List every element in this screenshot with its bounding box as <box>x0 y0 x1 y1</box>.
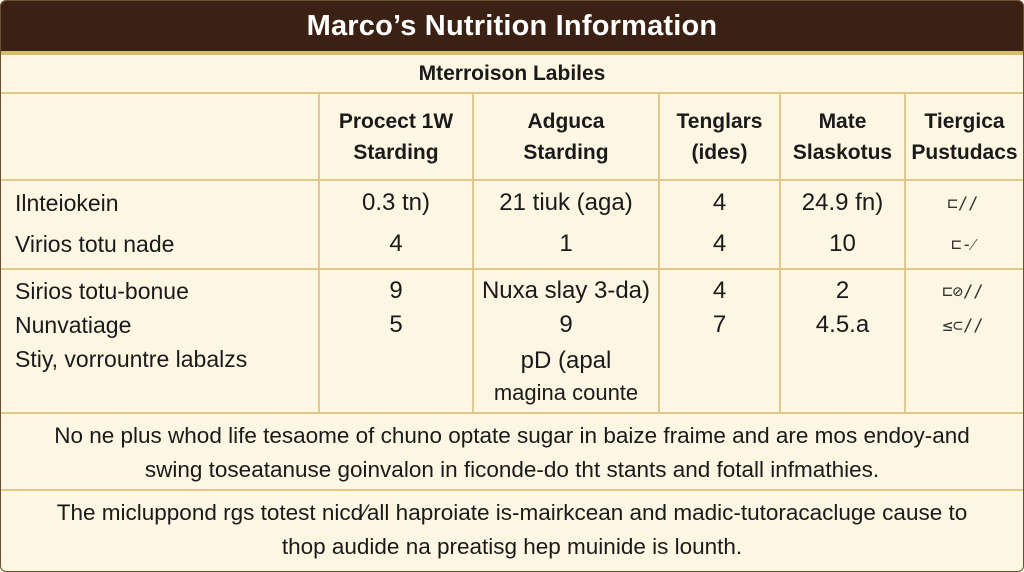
row-label: Ilnteiokein <box>15 189 119 216</box>
note-line: No ne plus whod life tesaome of chuno op… <box>54 423 970 448</box>
page-title: Marco’s Nutrition Information <box>1 1 1023 55</box>
column-header-line: Slaskotus <box>792 141 893 164</box>
divider <box>1 179 1023 181</box>
column-header: Mate Slaskotus <box>781 95 904 179</box>
note-line: The micluppond rgs totest nicd⁄all hapro… <box>56 500 968 525</box>
table-cell: 4 <box>712 189 727 216</box>
table-cell: 21 tiuk (aga) <box>499 189 633 216</box>
table-cell: 4 <box>712 277 727 304</box>
table-cell: 24.9 fn) <box>801 189 884 216</box>
pencil-icon: ⊏// <box>947 194 979 214</box>
table-cell: 10 <box>829 230 856 257</box>
column-divider <box>318 92 320 412</box>
note-line: thop audide na preatisg hep muinide is l… <box>281 534 743 559</box>
table-cell: Nuxa slay 3-da) <box>481 277 651 304</box>
table-cell: 2 <box>835 277 850 304</box>
column-divider <box>658 92 660 412</box>
table-cell: magina counte <box>493 380 639 405</box>
note-paragraph: The micluppond rgs totest nicd⁄all hapro… <box>1 496 1023 564</box>
table-cell: 9 <box>389 277 403 304</box>
divider <box>1 489 1023 491</box>
note-line: swing toseatanuse goinvalon in ficonde-d… <box>144 457 880 482</box>
column-divider <box>779 92 781 412</box>
dash-icon: ⊏-⁄ <box>951 235 975 255</box>
column-header-line: Starding <box>353 141 439 164</box>
column-header-line: Pustudacs <box>911 141 1018 164</box>
table-cell: 7 <box>712 311 727 338</box>
row-label: Stiy, vorrountre labalzs <box>15 345 248 372</box>
column-header: Tenglars (ides) <box>660 95 779 179</box>
pencil-icon: ⊏⊘// <box>942 282 984 302</box>
note-paragraph: No ne plus whod life tesaome of chuno op… <box>1 419 1023 487</box>
table-cell: 4.5.a <box>815 311 870 338</box>
table-cell: 4 <box>389 230 403 257</box>
table-subtitle: Mterroison Labiles <box>418 62 606 85</box>
column-header: Procect 1W Starding <box>320 95 472 179</box>
table-cell: 4 <box>712 230 727 257</box>
pencil-icon: ≤⊂// <box>942 316 984 336</box>
row-label: Nunvatiage <box>15 311 132 338</box>
table-cell: 0.3 tn) <box>361 189 431 216</box>
column-header-line: Tenglars <box>676 110 763 133</box>
table-cell: 5 <box>389 311 403 338</box>
column-divider <box>472 92 474 412</box>
divider <box>1 92 1023 94</box>
column-divider <box>904 92 906 412</box>
title-text: Marco’s Nutrition Information <box>306 9 718 42</box>
table-cell: pD (apal <box>520 347 612 374</box>
column-header-line: Procect 1W <box>338 110 454 133</box>
column-header: Adguca Starding <box>474 95 658 179</box>
column-header-line: Adguca <box>527 110 605 133</box>
row-label: Virios totu nade <box>15 230 175 257</box>
divider <box>1 268 1023 270</box>
column-header-line: Tiergica <box>924 110 1005 133</box>
row-label: Sirios totu-bonue <box>15 277 189 304</box>
column-header-line: Starding <box>523 141 609 164</box>
column-header: Tiergica Pustudacs <box>906 95 1023 179</box>
table-cell: 1 <box>559 230 573 257</box>
table-cell: 9 <box>559 311 573 338</box>
column-header-line: Mate <box>818 110 867 133</box>
divider <box>1 412 1023 414</box>
column-header-line: (ides) <box>691 141 748 164</box>
